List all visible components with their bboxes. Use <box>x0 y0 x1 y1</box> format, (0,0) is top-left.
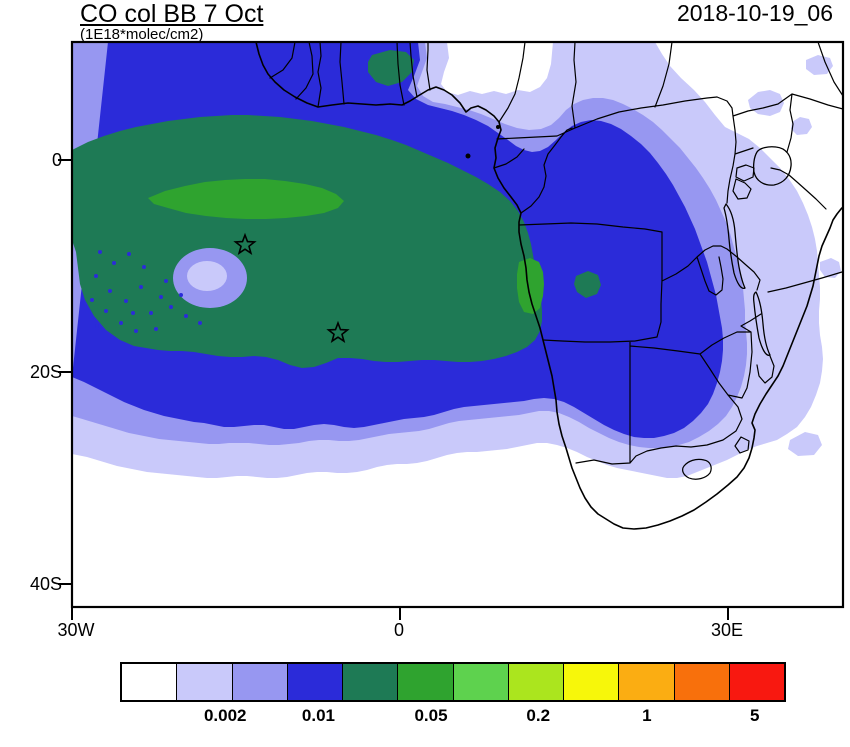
colorbar-cell <box>286 664 342 700</box>
axis-ticks <box>58 159 729 620</box>
colorbar-tick-label: 0.05 <box>414 706 448 725</box>
x-axis-label-30e: 30E <box>710 620 744 640</box>
star-marker <box>326 320 350 343</box>
sao-tome-island-dot <box>465 153 471 159</box>
colorbar-tick-label: 0.2 <box>526 706 551 725</box>
colorbar-cell <box>618 664 674 700</box>
colorbar-cell <box>176 664 232 700</box>
y-axis-label-40s: 40S <box>29 574 62 594</box>
star-marker <box>233 232 257 255</box>
map-markers <box>233 125 500 343</box>
colorbar-ticks: 0.002 0.01 0.05 0.2 1 5 <box>120 706 786 728</box>
x-axis-label-30w: 30W <box>57 620 95 640</box>
country-borders <box>269 42 843 465</box>
colorbar-cell <box>728 664 784 700</box>
stipple-dots <box>90 250 202 333</box>
colorbar-cell <box>231 664 287 700</box>
y-axis-label-0: 0 <box>51 150 62 170</box>
plot-units-label: (1E18*molec/cm2) <box>80 26 204 43</box>
plot-title: CO col BB 7 Oct <box>80 0 264 28</box>
colorbar-cell <box>507 664 563 700</box>
colorbar-cell <box>397 664 453 700</box>
lesotho-outline <box>682 458 712 480</box>
x-axis-label-0: 0 <box>393 620 405 640</box>
colorbar <box>120 662 786 702</box>
colorbar-cell <box>452 664 508 700</box>
plot-frame <box>70 40 845 609</box>
colorbar-cell <box>122 664 177 700</box>
colorbar-cell <box>342 664 398 700</box>
colorbar-tick-label: 0.01 <box>301 706 335 725</box>
map-canvas <box>58 40 845 620</box>
colorbar-cell <box>673 664 729 700</box>
lakes-outline <box>723 146 792 356</box>
colorbar-cell <box>563 664 619 700</box>
y-axis-label-20s: 20S <box>29 362 62 382</box>
contour-field <box>72 42 841 478</box>
africa-coastline <box>255 42 843 530</box>
bioko-island-dot <box>496 125 500 129</box>
contour-hole-lavender <box>187 261 227 291</box>
plot-datetime: 2018-10-19_06 <box>676 0 833 26</box>
colorbar-tick-label: 1 <box>642 706 652 725</box>
map-line-work <box>255 42 843 530</box>
contour-green <box>148 179 544 314</box>
colorbar-tick-label: 0.002 <box>203 706 247 725</box>
colorbar-tick-label: 5 <box>749 706 760 725</box>
